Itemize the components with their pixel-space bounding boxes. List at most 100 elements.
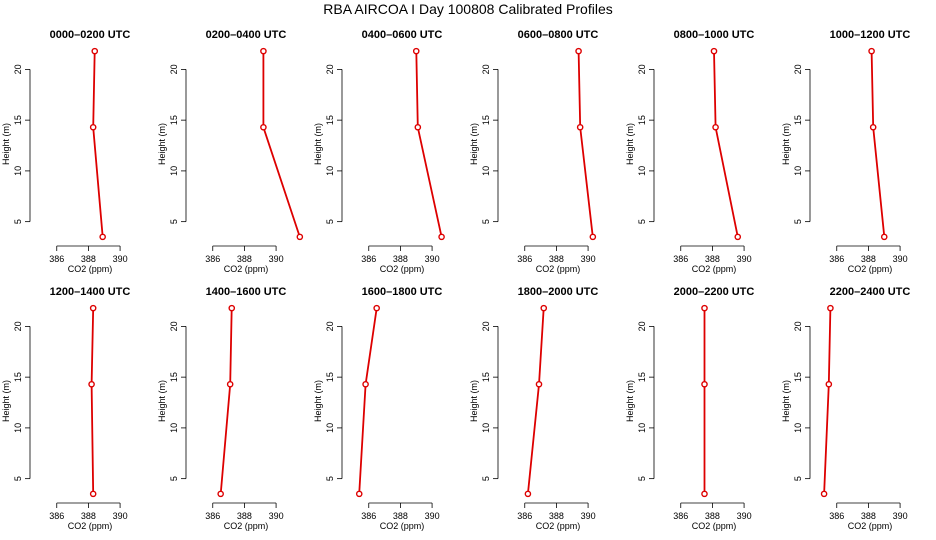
panel-title: 0400–0600 UTC (362, 29, 443, 41)
data-point (869, 123, 877, 131)
y-tick-label: 5 (325, 476, 335, 481)
x-tick-label: 386 (205, 511, 220, 521)
y-tick-label: 20 (325, 64, 335, 74)
panel-title: 0800–1000 UTC (674, 29, 755, 41)
data-point (524, 490, 532, 498)
data-point (540, 304, 548, 312)
x-tick-label: 386 (517, 254, 532, 264)
y-tick-label: 10 (325, 166, 335, 176)
y-tick-label: 10 (13, 423, 23, 433)
x-tick-label: 388 (393, 254, 408, 264)
x-tick-label: 386 (829, 254, 844, 264)
data-point (296, 233, 304, 241)
x-tick-label: 388 (549, 511, 564, 521)
x-axis-label: CO2 (ppm) (692, 521, 737, 531)
data-point (701, 304, 708, 312)
data-point (89, 123, 97, 131)
panel-title: 2200–2400 UTC (830, 286, 911, 298)
y-tick-label: 5 (13, 476, 23, 481)
profile-line (823, 308, 832, 494)
x-tick-label: 388 (393, 511, 408, 521)
x-tick-label: 388 (237, 254, 252, 264)
y-tick-label: 20 (481, 64, 491, 74)
data-point (412, 47, 420, 55)
x-axis-label: CO2 (ppm) (848, 264, 893, 274)
x-tick-label: 386 (361, 254, 376, 264)
y-tick-label: 5 (13, 219, 23, 224)
data-point (89, 490, 97, 498)
figure-title: RBA AIRCOA I Day 100808 Calibrated Profi… (323, 1, 613, 17)
y-tick-label: 5 (637, 219, 647, 224)
y-tick-label: 20 (793, 64, 803, 74)
data-point (355, 490, 363, 498)
y-tick-label: 15 (13, 115, 23, 125)
data-point (734, 233, 742, 241)
y-tick-label: 10 (637, 166, 647, 176)
x-tick-label: 390 (581, 511, 596, 521)
y-tick-label: 15 (169, 115, 179, 125)
profile-line (262, 51, 301, 238)
y-tick-label: 5 (637, 476, 647, 481)
x-tick-label: 390 (269, 254, 284, 264)
x-tick-label: 390 (113, 511, 128, 521)
x-tick-label: 386 (517, 511, 532, 521)
profile-line (219, 308, 233, 494)
data-point (91, 47, 99, 55)
data-point (362, 380, 369, 388)
y-tick-label: 10 (793, 423, 803, 433)
y-tick-label: 5 (481, 219, 491, 224)
data-point (880, 233, 888, 241)
x-tick-label: 388 (861, 254, 876, 264)
y-tick-label: 15 (13, 372, 23, 382)
data-point (575, 47, 582, 55)
data-point (260, 123, 267, 131)
data-point (825, 380, 833, 388)
y-tick-label: 15 (481, 115, 491, 125)
y-tick-label: 20 (481, 321, 491, 331)
y-axis-label: Height (m) (781, 380, 791, 422)
data-point (827, 304, 834, 312)
panel-title: 1800–2000 UTC (518, 286, 599, 298)
x-tick-label: 386 (673, 254, 688, 264)
y-axis-label: Height (m) (313, 380, 323, 422)
data-point (712, 123, 719, 131)
x-axis-label: CO2 (ppm) (536, 264, 581, 274)
data-point (99, 233, 106, 241)
y-tick-label: 5 (169, 219, 179, 224)
y-tick-label: 5 (169, 476, 179, 481)
x-tick-label: 390 (425, 254, 440, 264)
panel-title: 1200–1400 UTC (50, 286, 131, 298)
x-tick-label: 386 (49, 254, 64, 264)
y-tick-label: 5 (325, 219, 335, 224)
y-axis-label: Height (m) (469, 380, 479, 422)
x-tick-label: 390 (893, 511, 908, 521)
x-tick-label: 390 (425, 511, 440, 521)
panel-title: 0000–0200 UTC (50, 29, 131, 41)
data-point (438, 233, 445, 241)
x-axis-label: CO2 (ppm) (68, 521, 113, 531)
y-tick-label: 15 (637, 115, 647, 125)
x-tick-label: 388 (861, 511, 876, 521)
data-point (89, 304, 97, 312)
y-tick-label: 15 (325, 115, 335, 125)
profile-line (358, 307, 378, 494)
y-tick-label: 10 (481, 423, 491, 433)
profile-line (92, 51, 104, 237)
x-axis-label: CO2 (ppm) (380, 264, 425, 274)
panel-title: 1600–1800 UTC (362, 286, 443, 298)
panel-title: 2000–2200 UTC (674, 286, 755, 298)
x-tick-label: 388 (81, 511, 96, 521)
x-tick-label: 388 (549, 254, 564, 264)
profile-line (90, 308, 95, 494)
profile-line (577, 51, 594, 238)
